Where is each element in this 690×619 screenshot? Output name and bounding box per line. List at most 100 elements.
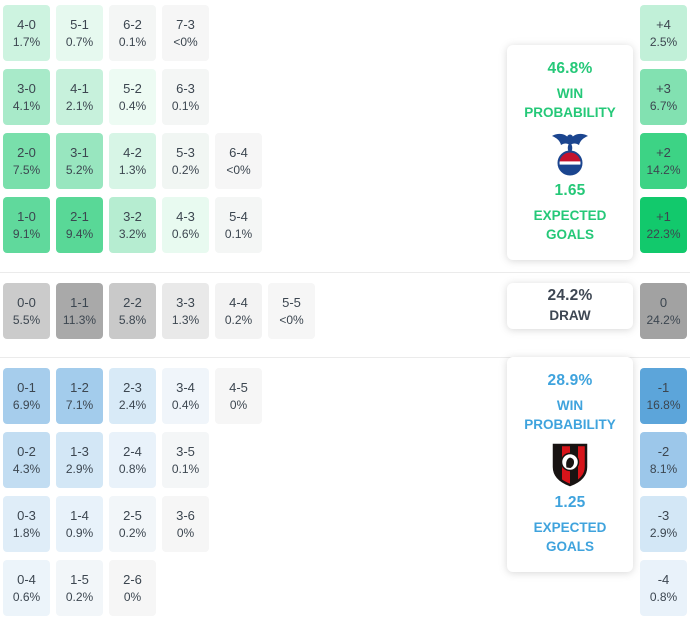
- probability-label: 6.7%: [649, 99, 678, 113]
- score-label: +1: [656, 209, 671, 224]
- score-cell: 3-0 4.1%: [3, 69, 50, 125]
- away-win-section: 0-1 6.9% 1-2 7.1% 2-3 2.4% 3-4 0.4% 4-5 0% 0-2 4.3%…: [0, 357, 690, 619]
- score-cell: 5-4 0.1%: [215, 197, 262, 253]
- draw-section: 0-0 5.5% 1-1 11.3% 2-2 5.8% 3-3 1.3% 4-4 0.2% 5-5 <…: [0, 272, 690, 357]
- score-cell: 2-3 2.4%: [109, 368, 156, 424]
- probability-label: 0.1%: [224, 227, 253, 241]
- score-label: 1-3: [70, 444, 89, 459]
- probability-label: 1.3%: [118, 163, 147, 177]
- score-row: 3-0 4.1% 4-1 2.1% 5-2 0.4% 6-3 0.1%: [3, 69, 262, 125]
- score-label: 4-4: [229, 295, 248, 310]
- score-label: 6-2: [123, 17, 142, 32]
- score-label: 5-2: [123, 81, 142, 96]
- probability-label: 3.2%: [118, 227, 147, 241]
- score-label: 6-4: [229, 145, 248, 160]
- probability-label: 0.7%: [65, 35, 94, 49]
- score-label: 6-3: [176, 81, 195, 96]
- probability-label: 1.7%: [12, 35, 41, 49]
- away-win-probability-value: 28.9%: [547, 372, 593, 389]
- probability-label: 14.2%: [646, 163, 681, 177]
- score-cell: 4-0 1.7%: [3, 5, 50, 61]
- score-cell: 4-3 0.6%: [162, 197, 209, 253]
- score-cell: 0-2 4.3%: [3, 432, 50, 488]
- score-cell: 0-4 0.6%: [3, 560, 50, 616]
- score-cell: 1-1 11.3%: [56, 283, 103, 339]
- probability-label: <0%: [226, 163, 251, 177]
- score-cell: 4-1 2.1%: [56, 69, 103, 125]
- home-win-section: 4-0 1.7% 5-1 0.7% 6-2 0.1% 7-3 <0% 3-0 4.1% 4-1 2.1…: [0, 0, 690, 272]
- score-cell: 3-6 0%: [162, 496, 209, 552]
- score-cell: 5-1 0.7%: [56, 5, 103, 61]
- score-cell: 3-1 5.2%: [56, 133, 103, 189]
- probability-label: 2.1%: [65, 99, 94, 113]
- score-cell: 0-0 5.5%: [3, 283, 50, 339]
- score-cell: 2-0 7.5%: [3, 133, 50, 189]
- probability-label: 0.4%: [118, 99, 147, 113]
- probability-label: 1.8%: [12, 526, 41, 540]
- score-cell: 7-3 <0%: [162, 5, 209, 61]
- probability-label: 0%: [123, 590, 142, 604]
- goal-diff-cell: -2 8.1%: [640, 432, 687, 488]
- score-cell: 6-4 <0%: [215, 133, 262, 189]
- score-label: 1-0: [17, 209, 36, 224]
- probability-label: 7.1%: [65, 398, 94, 412]
- draw-label: DRAW: [549, 307, 591, 323]
- score-cell: 5-3 0.2%: [162, 133, 209, 189]
- score-cell: 4-2 1.3%: [109, 133, 156, 189]
- probability-label: 0.6%: [12, 590, 41, 604]
- probability-label: 5.8%: [118, 313, 147, 327]
- home-expected-goals-value: 1.65: [554, 182, 586, 200]
- score-label: 0: [659, 295, 668, 310]
- score-label: 7-3: [176, 17, 195, 32]
- score-row: 0-3 1.8% 1-4 0.9% 2-5 0.2% 3-6 0%: [3, 496, 262, 552]
- score-label: 0-2: [17, 444, 36, 459]
- score-cell: 2-4 0.8%: [109, 432, 156, 488]
- score-label: 5-5: [282, 295, 301, 310]
- home-expected-goals-label: EXPECTED GOALS: [533, 208, 607, 243]
- score-cell: 5-2 0.4%: [109, 69, 156, 125]
- score-cell: 1-0 9.1%: [3, 197, 50, 253]
- probability-label: <0%: [279, 313, 304, 327]
- score-cell: 3-3 1.3%: [162, 283, 209, 339]
- probability-label: 4.3%: [12, 462, 41, 476]
- probability-label: <0%: [173, 35, 198, 49]
- goal-diff-cell: +3 6.7%: [640, 69, 687, 125]
- score-label: 0-3: [17, 508, 36, 523]
- section-divider: [0, 357, 690, 358]
- probability-label: 2.9%: [649, 526, 678, 540]
- probability-label: 11.3%: [62, 313, 97, 327]
- probability-label: 8.1%: [649, 462, 678, 476]
- score-row: 2-0 7.5% 3-1 5.2% 4-2 1.3% 5-3 0.2% 6-4 <0%: [3, 133, 262, 189]
- score-label: 4-0: [17, 17, 36, 32]
- score-cell: 4-4 0.2%: [215, 283, 262, 339]
- score-cell: 2-1 9.4%: [56, 197, 103, 253]
- probability-label: 5.2%: [65, 163, 94, 177]
- probability-label: 0.4%: [171, 398, 200, 412]
- probability-label: 2.5%: [649, 35, 678, 49]
- score-cell: 2-2 5.8%: [109, 283, 156, 339]
- score-label: 5-1: [70, 17, 89, 32]
- goal-diff-cell: -4 0.8%: [640, 560, 687, 616]
- score-cell: 3-2 3.2%: [109, 197, 156, 253]
- score-row: 0-2 4.3% 1-3 2.9% 2-4 0.8% 3-5 0.1%: [3, 432, 262, 488]
- goal-diff-cell: -1 16.8%: [640, 368, 687, 424]
- draw-summary-card: 24.2% DRAW: [507, 283, 633, 329]
- probability-label: 0.9%: [65, 526, 94, 540]
- score-label: 3-0: [17, 81, 36, 96]
- score-label: 5-4: [229, 209, 248, 224]
- probability-label: 22.3%: [646, 227, 681, 241]
- score-cell: 1-3 2.9%: [56, 432, 103, 488]
- score-label: 3-1: [70, 145, 89, 160]
- score-label: 3-5: [176, 444, 195, 459]
- probability-label: 2.4%: [118, 398, 147, 412]
- home-goal-diff-column: +4 2.5% +3 6.7% +2 14.2% +1 22.3%: [640, 5, 687, 253]
- score-label: 0-0: [17, 295, 36, 310]
- probability-label: 7.5%: [12, 163, 41, 177]
- score-cell: 0-1 6.9%: [3, 368, 50, 424]
- away-win-probability-label: WIN PROBABILITY: [524, 398, 616, 433]
- probability-label: 6.9%: [12, 398, 41, 412]
- probability-label: 0.2%: [224, 313, 253, 327]
- probability-label: 0.2%: [118, 526, 147, 540]
- probability-label: 9.4%: [65, 227, 94, 241]
- score-label: 2-3: [123, 380, 142, 395]
